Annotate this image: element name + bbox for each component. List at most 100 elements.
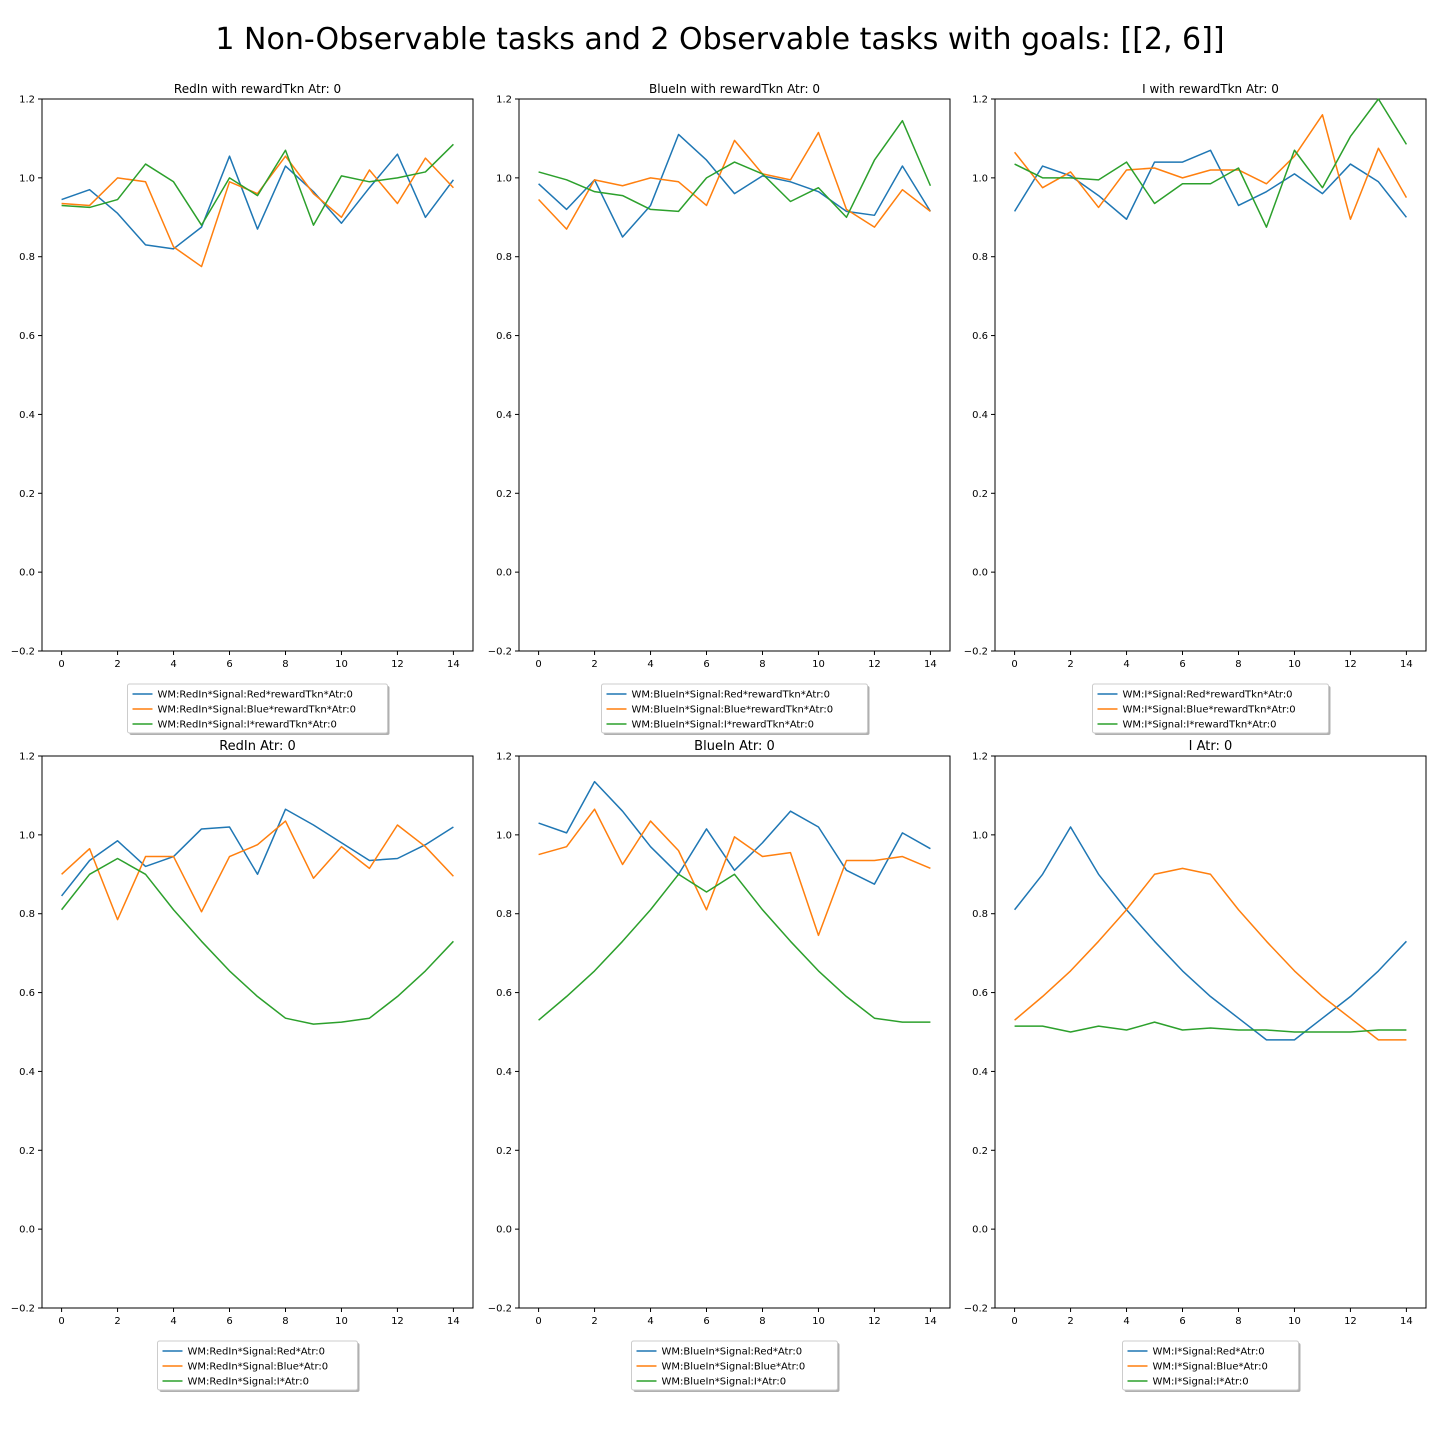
legend-label: WM:RedIn*Signal:Blue*Atr:0 [188, 1362, 329, 1373]
series-line-2 [61, 820, 454, 921]
y-tick-label: 1.0 [19, 830, 35, 841]
x-tick-label: 8 [282, 1316, 288, 1327]
x-tick-label: 4 [647, 1316, 653, 1327]
legend-label: WM:I*Signal:Blue*Atr:0 [1153, 1362, 1268, 1373]
x-tick-label: 14 [924, 659, 937, 670]
y-tick-label: 1.0 [496, 173, 512, 184]
series-line-1 [61, 808, 454, 897]
x-tick-label: 0 [58, 1316, 64, 1327]
y-tick-label: 0.6 [19, 331, 35, 342]
x-tick-label: 10 [335, 659, 348, 670]
x-tick-label: 4 [170, 1316, 176, 1327]
series-line-3 [538, 873, 931, 1023]
axes-frame [994, 755, 1427, 1309]
series-line-2 [1014, 114, 1408, 221]
y-tick-label: 0.8 [19, 252, 35, 263]
subplot-title: BlueIn Atr: 0 [694, 739, 775, 754]
legend-frame [157, 1340, 358, 1391]
y-tick-label: 0.4 [972, 1067, 988, 1078]
legend: WM:I*Signal:Red*rewardTkn*Atr:0 WM:I*Sign… [1092, 683, 1331, 735]
axes-frame [41, 755, 474, 1309]
legend: WM:RedIn*Signal:Red*rewardTkn*Atr:0 WM:Re… [127, 683, 390, 735]
legend-label: WM:BlueIn*Signal:Red*Atr:0 [662, 1347, 803, 1358]
x-tick-label: 4 [1123, 1316, 1129, 1327]
x-tick-label: 8 [759, 659, 765, 670]
x-tick-label: 10 [812, 659, 825, 670]
y-tick-label: 0.6 [972, 988, 988, 999]
x-tick-label: 4 [647, 659, 653, 670]
x-tick-label: 12 [391, 1316, 404, 1327]
x-tick-label: 10 [1288, 1316, 1301, 1327]
legend: WM:RedIn*Signal:Red*Atr:0 WM:RedIn*Signal… [157, 1340, 360, 1392]
axes-frame [994, 98, 1427, 652]
legend-label: WM:I*Signal:Red*rewardTkn*Atr:0 [1123, 690, 1293, 701]
x-tick-label: 6 [703, 1316, 709, 1327]
legend-label: WM:I*Signal:I*Atr:0 [1153, 1377, 1249, 1388]
series-line-2 [1014, 867, 1407, 1041]
x-tick-label: 14 [447, 659, 460, 670]
x-tick-label: 14 [1400, 1316, 1413, 1327]
y-tick-label: −0.2 [11, 1304, 35, 1315]
subplot-1: RedIn with rewardTkn Atr: 0 0 2 4 6 8 10 12 14 −0… [11, 82, 474, 735]
subplot-title: I with rewardTkn Atr: 0 [1142, 82, 1279, 96]
y-tick-label: 1.2 [972, 95, 988, 106]
y-tick-label: 0.8 [496, 252, 512, 263]
subplot-5: BlueIn Atr: 0 0 2 4 6 8 10 12 14 −0.2 0.0 0.2 0.4 0.6… [488, 739, 951, 1392]
y-tick-label: 1.2 [972, 752, 988, 763]
legend-label: WM:BlueIn*Signal:Blue*Atr:0 [662, 1362, 806, 1373]
x-tick-label: 12 [1344, 1316, 1357, 1327]
series-line-1 [1014, 826, 1407, 1041]
series-line-3 [61, 143, 454, 226]
legend-frame [127, 683, 388, 734]
x-tick-label: 8 [1235, 1316, 1241, 1327]
legend-label: WM:RedIn*Signal:Red*Atr:0 [188, 1347, 326, 1358]
y-tick-label: 0.0 [19, 1225, 35, 1236]
y-tick-label: 0.0 [972, 568, 988, 579]
legend: WM:BlueIn*Signal:Red*rewardTkn*Atr:0 WM:B… [601, 683, 870, 735]
y-tick-label: −0.2 [964, 1304, 988, 1315]
y-tick-label: 0.4 [19, 410, 35, 421]
y-tick-label: 1.2 [496, 95, 512, 106]
y-tick-label: 1.0 [972, 830, 988, 841]
x-tick-label: 14 [1400, 659, 1413, 670]
y-tick-label: −0.2 [964, 647, 988, 658]
y-tick-label: 0.4 [496, 1067, 512, 1078]
x-tick-label: 0 [1011, 1316, 1017, 1327]
y-tick-label: 0.8 [496, 909, 512, 920]
legend-label: WM:BlueIn*Signal:I*rewardTkn*Atr:0 [632, 720, 814, 731]
series-line-3 [538, 119, 932, 219]
legend-frame [1122, 1340, 1299, 1391]
x-tick-label: 8 [282, 659, 288, 670]
subplot-title: BlueIn with rewardTkn Atr: 0 [649, 82, 820, 96]
x-tick-label: 14 [924, 1316, 937, 1327]
x-tick-label: 4 [1123, 659, 1129, 670]
x-tick-label: 0 [535, 659, 541, 670]
x-tick-label: 2 [591, 659, 597, 670]
y-tick-label: 1.2 [19, 752, 35, 763]
y-tick-label: 0.4 [972, 410, 988, 421]
legend-label: WM:RedIn*Signal:Red*rewardTkn*Atr:0 [158, 690, 353, 701]
series-line-1 [538, 133, 932, 238]
y-tick-label: 0.2 [19, 1146, 35, 1157]
y-tick-label: 0.4 [496, 410, 512, 421]
x-tick-label: 12 [868, 659, 881, 670]
legend-label: WM:I*Signal:I*rewardTkn*Atr:0 [1123, 720, 1277, 731]
subplot-title: RedIn Atr: 0 [219, 739, 296, 754]
x-tick-label: 14 [447, 1316, 460, 1327]
y-tick-label: 0.6 [496, 331, 512, 342]
x-tick-label: 6 [703, 659, 709, 670]
y-tick-label: 0.8 [972, 909, 988, 920]
x-tick-label: 2 [591, 1316, 597, 1327]
y-tick-label: −0.2 [11, 647, 35, 658]
legend-frame [631, 1340, 838, 1391]
subplot-6: I Atr: 0 0 2 4 6 8 10 12 14 −0.2 0.0 0.2 0.4 0.6 0.8 1.… [964, 739, 1427, 1392]
y-tick-label: 0.8 [972, 252, 988, 263]
legend-label: WM:BlueIn*Signal:I*Atr:0 [662, 1377, 787, 1388]
y-tick-label: 0.2 [496, 1146, 512, 1157]
y-tick-label: 0.2 [972, 1146, 988, 1157]
legend-frame [1092, 683, 1329, 734]
series-line-3 [61, 857, 454, 1025]
series-line-1 [538, 780, 931, 885]
y-tick-label: 0.0 [19, 568, 35, 579]
